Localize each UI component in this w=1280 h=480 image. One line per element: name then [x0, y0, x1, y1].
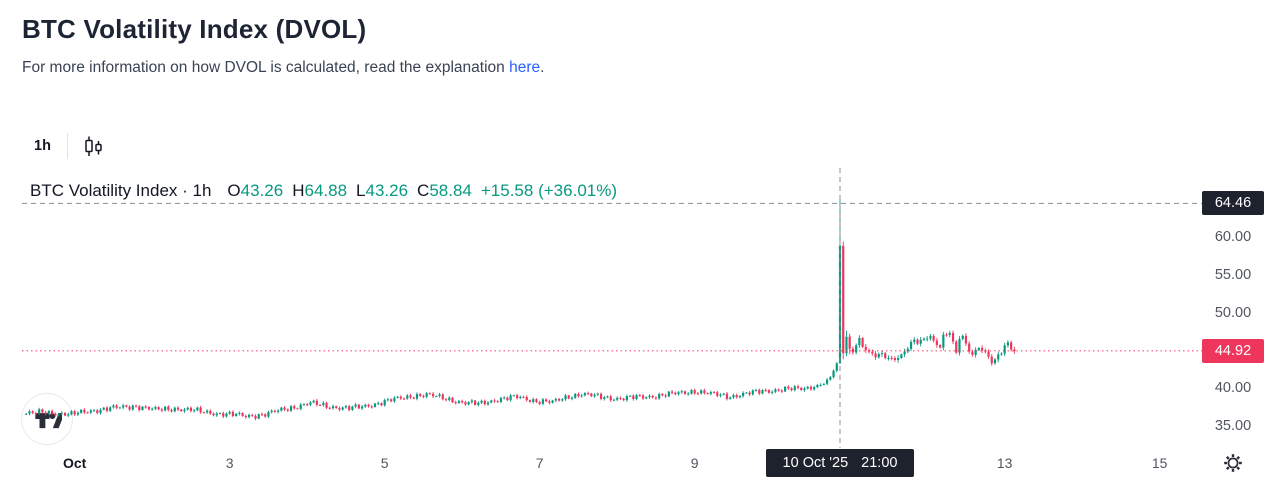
legend-close-label: C	[417, 181, 430, 200]
legend-change-pct: (+36.01%)	[538, 181, 618, 200]
time-tick-label: 13	[996, 455, 1013, 471]
time-axis[interactable]: 10 Oct '25 21:00	[0, 448, 1280, 480]
explanation-link[interactable]: here	[509, 59, 541, 76]
time-tick-label: Oct	[63, 455, 87, 471]
crosshair-time-label: 21:00	[861, 455, 898, 471]
legend-close-value: 58.84	[429, 181, 472, 200]
legend-low-label: L	[356, 181, 366, 200]
page-title: BTC Volatility Index (DVOL)	[22, 14, 367, 44]
time-tick-label: 15	[1151, 455, 1168, 471]
gear-icon	[1224, 454, 1242, 472]
legend-title: BTC Volatility Index · 1h	[30, 181, 212, 200]
chart-legend: BTC Volatility Index · 1h O43.26 H64.88 L43…	[30, 181, 617, 201]
tradingview-logo-icon	[35, 413, 62, 429]
legend-change-abs: +15.58	[480, 181, 534, 200]
subtitle-text: For more information on how DVOL is calc…	[22, 59, 505, 76]
chart-toolbar: 1h	[30, 130, 105, 162]
time-tick-label: 7	[535, 455, 544, 471]
page-subtitle: For more information on how DVOL is calc…	[22, 59, 545, 76]
widget-header: BTC Volatility Index (DVOL) For more inf…	[22, 14, 544, 77]
crosshair-date-label: 10 Oct '25	[782, 455, 849, 471]
candles-icon	[85, 136, 102, 156]
price-tick-label: 35.00	[1214, 417, 1252, 434]
time-tick-label: 9	[690, 455, 699, 471]
price-tick-label: 50.00	[1214, 304, 1252, 321]
time-tick-label: 5	[380, 455, 389, 471]
last-price-badge: 44.92	[1202, 338, 1264, 363]
interval-button[interactable]: 1h	[34, 138, 51, 154]
chart-style-button[interactable]	[82, 135, 105, 158]
price-tick-label: 55.00	[1214, 266, 1252, 283]
dvol-candlestick-chart[interactable]	[0, 165, 1204, 448]
legend-high-label: H	[292, 181, 305, 200]
toolbar-divider	[66, 133, 68, 159]
legend-low-value: 43.26	[365, 181, 409, 200]
tradingview-logo[interactable]	[21, 393, 73, 445]
price-tick-label: 60.00	[1214, 229, 1252, 245]
chart-settings-button[interactable]	[1222, 452, 1244, 479]
crosshair-price-badge: 64.46	[1202, 191, 1264, 216]
legend-high-value: 64.88	[304, 181, 348, 200]
time-tick-label: 3	[225, 455, 234, 471]
crosshair-time-badge: 10 Oct '25 21:00	[766, 449, 914, 477]
price-tick-label: 40.00	[1214, 380, 1252, 396]
legend-open-value: 43.26	[240, 181, 284, 200]
legend-open-label: O	[227, 181, 241, 200]
price-axis[interactable]: 64.46 44.92 60.00 55.00 50.00 40.00 35.00	[1200, 165, 1280, 448]
